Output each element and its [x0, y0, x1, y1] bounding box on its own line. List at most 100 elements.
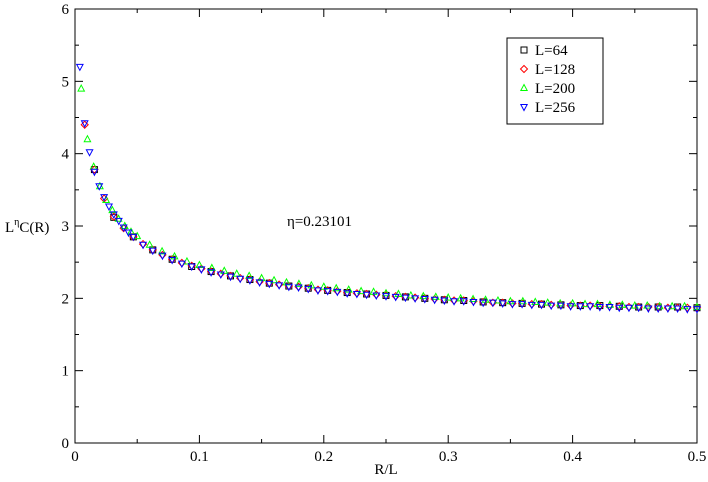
data-point: [566, 303, 575, 311]
data-point: [543, 298, 552, 306]
data-point: [109, 211, 118, 219]
data-point: [431, 292, 440, 300]
data-point: [654, 305, 663, 314]
eta-annotation: η=0.23101: [287, 214, 352, 230]
y-tick-label: 1: [62, 364, 70, 380]
y-axis: 0 1 2 3 4 5 6: [62, 2, 697, 452]
data-point: [139, 241, 148, 250]
data-point: [692, 306, 702, 314]
data-point: [104, 203, 113, 212]
y-axis-label: LηC(R): [5, 217, 49, 236]
data-point: [352, 290, 361, 299]
y-tick-label: 2: [62, 291, 70, 307]
data-point: [124, 229, 133, 238]
data-point: [547, 302, 556, 311]
legend-label: L=64: [535, 43, 568, 59]
data-point: [187, 263, 196, 272]
legend-marker: [519, 64, 529, 74]
data-point: [207, 269, 216, 277]
legend-marker: [520, 46, 528, 54]
data-point: [323, 288, 332, 296]
data-point: [420, 296, 429, 304]
data-point: [643, 301, 652, 309]
y-tick-label: 0: [62, 436, 70, 452]
data-point: [459, 298, 468, 306]
data-point: [488, 299, 497, 308]
data-point: [663, 305, 672, 314]
data-point: [226, 273, 235, 282]
legend: L=64 L=128 L=200 L=256: [506, 37, 604, 125]
data-point: [343, 290, 352, 298]
x-tick-label: 0.1: [190, 449, 209, 465]
data-point: [381, 293, 391, 301]
data-point: [257, 273, 266, 282]
data-point: [85, 149, 94, 157]
x-tick-label: 0: [71, 449, 79, 465]
data-point: [680, 301, 689, 310]
data-point: [177, 260, 186, 269]
legend-label: L=256: [535, 100, 576, 116]
data-point: [406, 290, 415, 299]
data-point: [197, 266, 206, 274]
data-point: [90, 168, 99, 177]
data-point: [119, 224, 128, 233]
data-point: [430, 296, 439, 305]
data-point: [145, 240, 154, 248]
data-point: [319, 282, 328, 290]
data-point: [419, 291, 428, 300]
data-point: [80, 120, 89, 128]
data-point: [77, 84, 86, 92]
data-point: [518, 301, 527, 309]
x-axis: 0 0.1 0.2 0.3 0.4 0.5: [71, 9, 706, 465]
data-point: [168, 256, 177, 265]
data-point: [586, 303, 595, 311]
data-point: [537, 301, 546, 310]
data-point: [518, 296, 527, 305]
y-tick-label: 4: [62, 147, 70, 163]
legend-marker: [519, 104, 529, 112]
data-point: [75, 63, 84, 72]
data-point: [595, 304, 604, 312]
data-point: [618, 300, 627, 308]
x-axis-label: R/L: [374, 462, 397, 478]
data-point: [394, 289, 403, 297]
data-point: [265, 280, 274, 289]
data-point: [498, 300, 507, 308]
y-tick-label: 3: [62, 219, 70, 235]
data-point: [344, 285, 353, 293]
data-point: [245, 271, 254, 279]
data-point: [158, 252, 167, 261]
data-point: [236, 275, 245, 284]
data-point: [307, 280, 316, 289]
x-tick-label: 0.3: [439, 449, 458, 465]
data-point: [469, 298, 478, 307]
legend-label: L=128: [535, 62, 575, 78]
data-point: [479, 299, 488, 308]
data-point: [114, 217, 123, 226]
data-point: [440, 297, 449, 306]
data-point: [83, 134, 92, 143]
x-tick-label: 0.2: [314, 449, 333, 465]
data-point: [411, 295, 420, 303]
data-point: [220, 266, 229, 274]
data-point: [284, 283, 293, 292]
legend-marker: [519, 83, 529, 91]
data-points: [75, 63, 702, 314]
y-tick-label: 5: [62, 74, 70, 90]
data-point: [372, 292, 381, 301]
data-point: [294, 284, 303, 293]
data-point: [576, 303, 585, 311]
data-point: [148, 247, 157, 256]
data-point: [195, 260, 204, 269]
x-tick-label: 0.5: [688, 449, 707, 465]
data-point: [129, 233, 138, 242]
series-l-256: [75, 63, 702, 314]
data-point: [333, 288, 342, 297]
data-point: [216, 271, 225, 280]
data-point: [294, 279, 303, 287]
data-point: [508, 301, 517, 309]
data-point: [683, 306, 692, 314]
data-point: [362, 291, 371, 300]
data-point: [673, 305, 682, 314]
